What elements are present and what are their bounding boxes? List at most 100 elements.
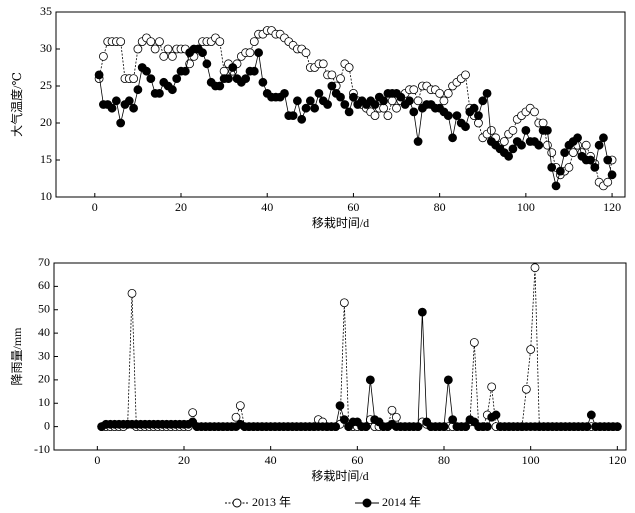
data-point <box>504 151 514 161</box>
data-point <box>133 44 143 54</box>
data-point <box>245 48 255 58</box>
y-tick-label: 30 <box>38 348 50 362</box>
data-point <box>599 133 608 143</box>
x-tick-label: 0 <box>92 200 98 214</box>
data-point <box>155 89 164 98</box>
data-point <box>405 96 414 106</box>
data-point <box>547 162 557 172</box>
data-point <box>603 155 613 165</box>
data-point <box>99 52 108 61</box>
legend-marker <box>362 498 372 508</box>
data-point <box>327 70 337 80</box>
data-point <box>461 70 470 80</box>
data-point <box>215 37 225 46</box>
data-point <box>560 148 570 158</box>
y-tick-label: 30 <box>40 41 52 55</box>
data-point <box>172 74 182 83</box>
data-point <box>474 111 483 120</box>
data-point <box>254 48 263 58</box>
data-point <box>116 118 126 128</box>
data-point <box>336 92 345 102</box>
data-point <box>379 96 389 106</box>
data-point <box>129 103 138 113</box>
data-point <box>318 59 328 69</box>
plot-frame <box>55 11 626 198</box>
x-axis-label: 移栽时间/d <box>311 469 368 483</box>
data-point <box>452 111 462 120</box>
data-point <box>150 44 160 54</box>
data-point <box>568 148 578 158</box>
x-tick-label: 100 <box>522 453 540 467</box>
data-point <box>301 103 311 113</box>
data-point <box>391 412 401 422</box>
data-point <box>555 166 565 176</box>
x-tick-label: 80 <box>438 453 450 467</box>
data-point <box>228 63 238 72</box>
data-point <box>543 125 552 135</box>
y-tick-label: 50 <box>38 302 50 316</box>
y-axis-label: 大气温度/℃ <box>9 72 24 137</box>
data-point <box>469 103 479 113</box>
data-point <box>167 85 177 95</box>
data-point <box>215 81 225 91</box>
data-point <box>443 111 453 120</box>
data-point <box>202 59 212 69</box>
data-point <box>409 107 419 117</box>
data-point <box>482 422 492 432</box>
data-point <box>163 44 173 54</box>
data-point <box>594 140 604 150</box>
x-tick-label: 60 <box>351 453 363 467</box>
data-point <box>370 100 380 109</box>
data-point <box>327 81 337 91</box>
legend-label: 2013 年 <box>252 495 291 509</box>
data-point <box>180 66 190 76</box>
data-point <box>370 111 380 120</box>
data-point <box>547 148 557 158</box>
y-tick-label: 60 <box>38 278 50 292</box>
data-point <box>231 412 241 422</box>
data-point <box>435 89 445 98</box>
x-tick-label: 0 <box>94 453 100 467</box>
y-tick-label: 10 <box>40 189 52 203</box>
data-point <box>387 405 397 415</box>
y-tick-label: 10 <box>38 395 50 409</box>
x-tick-label: 120 <box>608 453 626 467</box>
y-tick-label: 20 <box>38 372 50 386</box>
data-point <box>107 103 117 113</box>
data-point <box>530 107 539 117</box>
series-line <box>101 267 618 428</box>
data-point <box>396 92 406 102</box>
data-point <box>612 422 622 432</box>
data-point <box>521 125 531 135</box>
data-point <box>116 37 126 46</box>
x-tick-label: 20 <box>178 453 190 467</box>
data-point <box>499 137 509 146</box>
data-point <box>155 37 164 46</box>
data-point <box>344 107 354 117</box>
data-point <box>249 37 259 46</box>
data-point <box>224 74 233 83</box>
x-axis-label: 移栽时间/d <box>312 216 369 230</box>
data-point <box>292 96 302 106</box>
data-point <box>448 133 457 143</box>
data-point <box>146 37 156 46</box>
data-point <box>241 74 251 83</box>
data-point <box>387 96 397 106</box>
data-point <box>551 181 561 191</box>
x-tick-label: 20 <box>175 200 187 214</box>
data-point <box>443 89 453 98</box>
data-point <box>383 111 393 120</box>
data-point <box>413 422 423 432</box>
data-point <box>249 66 259 76</box>
data-point <box>461 422 471 432</box>
data-point <box>487 382 497 392</box>
data-point <box>305 96 315 106</box>
data-point <box>409 85 419 95</box>
x-tick-label: 80 <box>434 200 446 214</box>
data-point <box>198 48 207 58</box>
data-point <box>478 96 488 106</box>
series-line <box>101 312 618 428</box>
data-point <box>543 140 552 150</box>
data-point <box>379 103 389 113</box>
